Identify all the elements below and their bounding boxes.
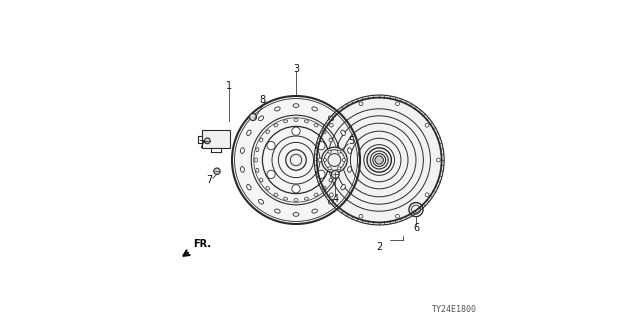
Ellipse shape [304, 197, 308, 200]
Circle shape [328, 167, 332, 170]
Ellipse shape [241, 167, 244, 172]
Circle shape [330, 193, 333, 197]
Circle shape [317, 170, 325, 179]
Text: TY24E1800: TY24E1800 [432, 305, 477, 314]
Ellipse shape [284, 197, 288, 200]
Circle shape [267, 141, 275, 150]
Text: 7: 7 [198, 140, 204, 150]
Circle shape [292, 185, 300, 193]
Ellipse shape [304, 120, 308, 123]
Circle shape [425, 123, 429, 127]
Ellipse shape [341, 185, 346, 190]
Circle shape [318, 158, 322, 162]
Circle shape [375, 156, 383, 164]
Text: 4: 4 [332, 194, 339, 204]
Ellipse shape [256, 148, 259, 152]
Circle shape [250, 114, 257, 121]
Circle shape [359, 102, 363, 106]
Ellipse shape [328, 116, 333, 121]
Circle shape [317, 141, 325, 150]
Circle shape [359, 214, 363, 218]
Circle shape [321, 147, 348, 173]
Circle shape [425, 193, 429, 197]
Text: 7: 7 [207, 175, 212, 185]
Ellipse shape [312, 209, 317, 213]
Text: 5: 5 [348, 136, 355, 147]
Ellipse shape [266, 130, 269, 133]
Ellipse shape [335, 158, 337, 162]
FancyBboxPatch shape [202, 130, 230, 148]
Ellipse shape [314, 124, 318, 127]
Circle shape [338, 150, 341, 153]
Ellipse shape [256, 168, 259, 172]
Ellipse shape [294, 118, 298, 121]
Circle shape [323, 158, 326, 162]
Ellipse shape [312, 107, 317, 111]
Circle shape [338, 167, 341, 170]
Text: 3: 3 [293, 64, 299, 74]
Text: 1: 1 [226, 81, 232, 92]
Circle shape [332, 171, 339, 178]
Ellipse shape [274, 124, 278, 127]
Circle shape [396, 102, 399, 106]
Text: 2: 2 [376, 242, 382, 252]
Ellipse shape [328, 199, 333, 204]
Text: 8: 8 [259, 95, 266, 105]
Ellipse shape [255, 158, 257, 162]
Ellipse shape [333, 168, 336, 172]
Text: 6: 6 [413, 223, 419, 233]
Ellipse shape [246, 185, 251, 190]
Circle shape [342, 158, 346, 162]
Circle shape [436, 158, 440, 162]
Ellipse shape [260, 178, 263, 182]
Ellipse shape [274, 193, 278, 196]
Ellipse shape [333, 148, 336, 152]
Ellipse shape [329, 138, 332, 142]
Ellipse shape [293, 104, 299, 108]
Ellipse shape [293, 212, 299, 216]
Circle shape [292, 127, 300, 135]
Ellipse shape [323, 187, 326, 190]
Ellipse shape [275, 107, 280, 111]
Ellipse shape [260, 138, 263, 142]
Circle shape [396, 214, 399, 218]
Ellipse shape [284, 120, 288, 123]
Ellipse shape [323, 130, 326, 133]
Ellipse shape [266, 187, 269, 190]
Ellipse shape [348, 167, 351, 172]
Ellipse shape [329, 178, 332, 182]
Circle shape [232, 96, 360, 224]
Circle shape [330, 123, 333, 127]
Ellipse shape [348, 148, 351, 153]
Circle shape [328, 150, 332, 153]
Circle shape [205, 138, 210, 144]
Ellipse shape [275, 209, 280, 213]
Ellipse shape [259, 116, 264, 121]
Circle shape [214, 168, 220, 174]
Ellipse shape [246, 130, 251, 135]
Ellipse shape [241, 148, 244, 153]
Circle shape [314, 94, 445, 226]
Ellipse shape [259, 199, 264, 204]
Ellipse shape [314, 193, 318, 196]
Ellipse shape [294, 198, 298, 202]
Text: FR.: FR. [193, 239, 211, 249]
Circle shape [267, 170, 275, 179]
Ellipse shape [341, 130, 346, 135]
